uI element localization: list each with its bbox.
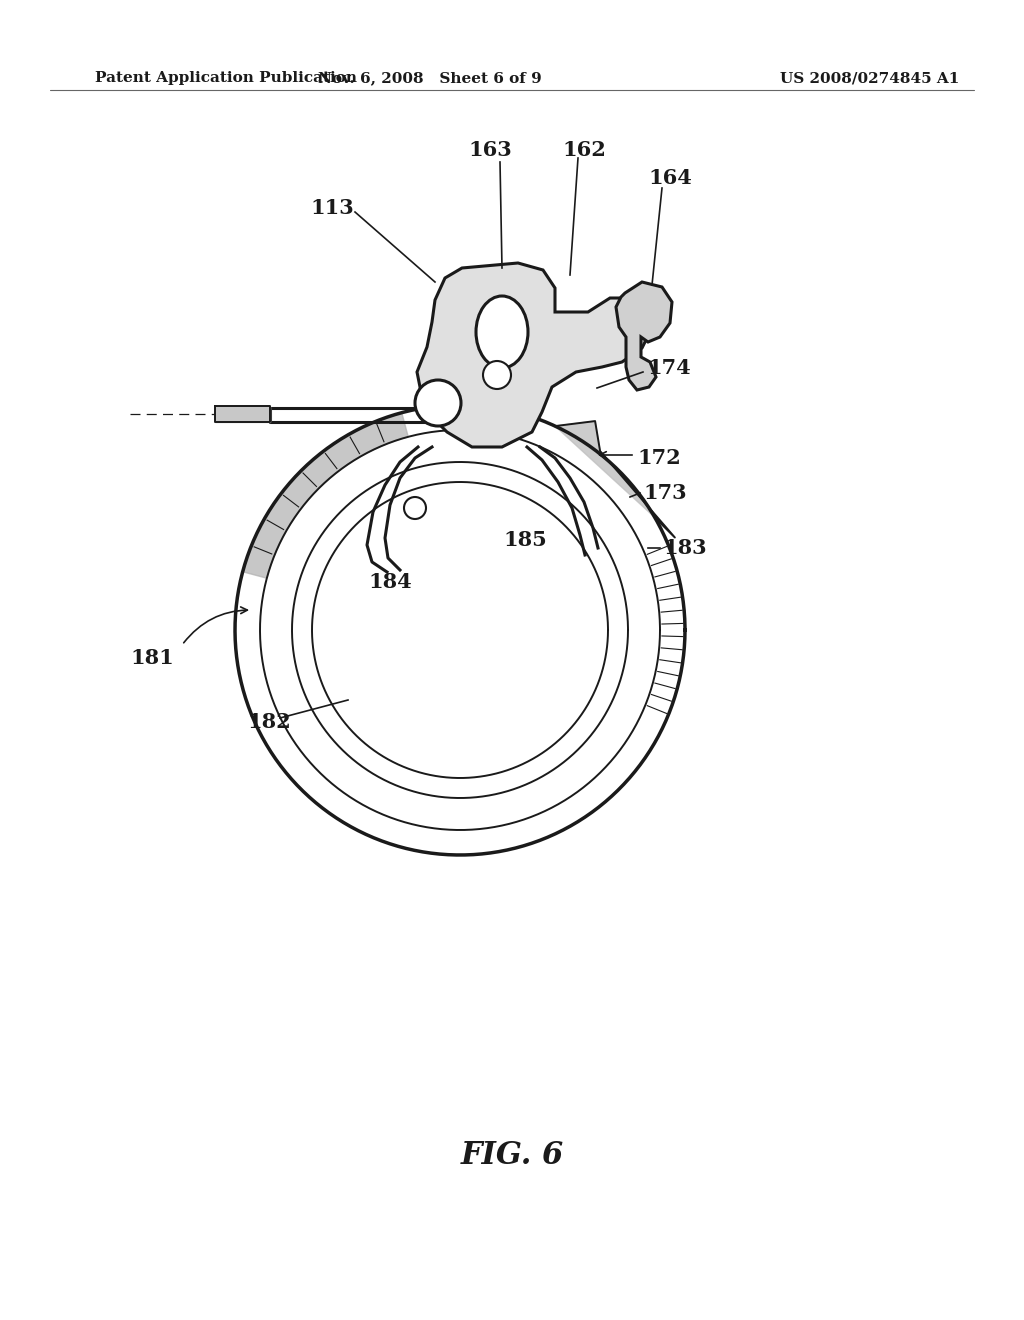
Text: 181: 181 xyxy=(130,648,174,668)
Text: 164: 164 xyxy=(648,168,692,187)
Circle shape xyxy=(404,498,426,519)
Ellipse shape xyxy=(476,296,528,368)
Text: 184: 184 xyxy=(368,572,412,591)
Text: 173: 173 xyxy=(643,483,687,503)
Text: 113: 113 xyxy=(310,198,353,218)
Polygon shape xyxy=(616,282,672,389)
Text: 174: 174 xyxy=(647,358,691,378)
Text: 172: 172 xyxy=(637,447,681,469)
Text: Patent Application Publication: Patent Application Publication xyxy=(95,71,357,84)
Text: 163: 163 xyxy=(468,140,512,160)
Text: US 2008/0274845 A1: US 2008/0274845 A1 xyxy=(780,71,959,84)
Polygon shape xyxy=(555,421,675,537)
Text: 162: 162 xyxy=(562,140,606,160)
Polygon shape xyxy=(243,413,409,578)
Text: 185: 185 xyxy=(503,531,547,550)
Polygon shape xyxy=(215,407,270,422)
Text: FIG. 6: FIG. 6 xyxy=(461,1139,563,1171)
Circle shape xyxy=(415,380,461,426)
Circle shape xyxy=(483,360,511,389)
Polygon shape xyxy=(417,263,652,447)
Text: 182: 182 xyxy=(247,711,291,733)
Text: Nov. 6, 2008   Sheet 6 of 9: Nov. 6, 2008 Sheet 6 of 9 xyxy=(318,71,542,84)
Text: 183: 183 xyxy=(663,539,707,558)
